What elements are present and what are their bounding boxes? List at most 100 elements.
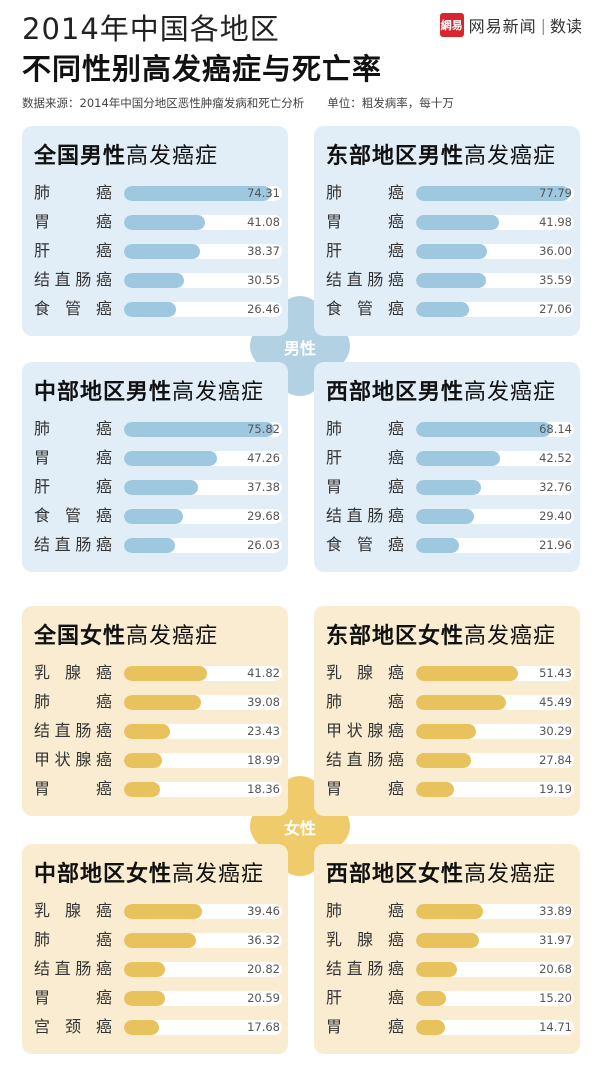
bar-row: 食管癌 29.68 (34, 505, 282, 527)
chart-title-rest: 高发癌症 (464, 380, 557, 405)
bar-track (416, 753, 574, 768)
netease-logo-icon: 網易 (439, 13, 464, 37)
bar (124, 695, 202, 710)
category-label: 胃癌 (34, 988, 112, 1007)
category-label: 甲状腺癌 (326, 721, 404, 740)
bar-track (124, 538, 282, 553)
bar (416, 753, 471, 768)
bar-row: 肺癌 33.89 (326, 900, 574, 922)
bar-track (416, 724, 574, 739)
bar-track (416, 422, 574, 437)
bar-row: 肺癌 68.14 (326, 418, 574, 440)
chart-title-bold: 中部地区男性 (34, 380, 173, 405)
bar-track (124, 991, 282, 1006)
bar-row: 结直肠癌 20.68 (326, 958, 574, 980)
value-label: 27.06 (539, 302, 572, 316)
value-label: 26.46 (247, 302, 280, 316)
bar-row: 乳腺癌 41.82 (34, 662, 282, 684)
bar-row: 乳腺癌 39.46 (34, 900, 282, 922)
bar (416, 273, 487, 288)
value-label: 74.31 (247, 186, 280, 200)
value-label: 37.38 (247, 480, 280, 494)
chart-title-rest: 高发癌症 (126, 144, 219, 169)
bar (124, 215, 206, 230)
value-label: 41.98 (539, 215, 572, 229)
bar (416, 302, 470, 317)
chart-title-bold: 西部地区女性 (326, 862, 465, 887)
bar-row: 肝癌 38.37 (34, 240, 282, 262)
category-label: 乳腺癌 (34, 901, 112, 920)
bar (416, 695, 506, 710)
category-label: 肝癌 (326, 988, 404, 1007)
bar-row: 胃癌 47.26 (34, 447, 282, 469)
bar (416, 782, 454, 797)
bar-track (124, 904, 282, 919)
chart-card-0: 全国男性高发癌症肺癌 74.31 胃癌 41.08 肝癌 38.37 结直肠癌 30.55 食管… (22, 126, 288, 336)
bar (124, 509, 183, 524)
bar-row: 食管癌 27.06 (326, 298, 574, 320)
category-label: 肺癌 (326, 901, 404, 920)
category-label: 胃癌 (326, 477, 404, 496)
title-line-2: 不同性别高发癌症与死亡率 (22, 52, 383, 86)
bar (416, 480, 481, 495)
bar-row: 胃癌 20.59 (34, 987, 282, 1009)
category-label: 肺癌 (34, 419, 112, 438)
bar-row: 乳腺癌 51.43 (326, 662, 574, 684)
bar-row: 肝癌 15.20 (326, 987, 574, 1009)
bar-track (416, 273, 574, 288)
bar (124, 904, 202, 919)
value-label: 75.82 (247, 422, 280, 436)
value-label: 17.68 (247, 1020, 280, 1034)
bar-row: 结直肠癌 26.03 (34, 534, 282, 556)
value-label: 45.49 (539, 695, 572, 709)
value-label: 23.43 (247, 724, 280, 738)
category-label: 结直肠癌 (34, 270, 112, 289)
chart-title-bold: 东部地区女性 (326, 624, 465, 649)
chart-title-bold: 西部地区男性 (326, 380, 465, 405)
bar-track (416, 782, 574, 797)
female-group-label: 女性 (283, 819, 316, 838)
bar (124, 186, 271, 201)
bar-track (416, 1020, 574, 1035)
bar (416, 991, 447, 1006)
bar (416, 451, 500, 466)
bar (124, 451, 218, 466)
bar-track (124, 186, 282, 201)
male-group-label: 男性 (283, 339, 316, 358)
category-label: 肝癌 (34, 241, 112, 260)
chart-title-bold: 全国女性 (34, 624, 127, 649)
value-label: 41.82 (247, 666, 280, 680)
value-label: 38.37 (247, 244, 280, 258)
logo-section: 数读 (549, 17, 582, 36)
bar-track (416, 904, 574, 919)
category-label: 肺癌 (34, 930, 112, 949)
bar-track (124, 302, 282, 317)
bar (124, 1020, 159, 1035)
bar (124, 782, 161, 797)
bar-row: 甲状腺癌 18.99 (34, 749, 282, 771)
value-label: 18.99 (247, 753, 280, 767)
bar-row: 肺癌 75.82 (34, 418, 282, 440)
bar (124, 933, 196, 948)
value-label: 33.89 (539, 904, 572, 918)
chart-title: 全国女性高发癌症 (34, 618, 218, 650)
category-label: 胃癌 (326, 1017, 404, 1036)
bar-track (124, 695, 282, 710)
value-label: 51.43 (539, 666, 572, 680)
bar-track (124, 244, 282, 259)
category-label: 结直肠癌 (326, 750, 404, 769)
bar (124, 302, 177, 317)
bar (416, 1020, 446, 1035)
category-label: 食管癌 (34, 506, 112, 525)
value-label: 47.26 (247, 451, 280, 465)
value-label: 30.29 (539, 724, 572, 738)
category-label: 结直肠癌 (326, 270, 404, 289)
bar-track (416, 962, 574, 977)
chart-title: 东部地区男性高发癌症 (326, 138, 556, 170)
bar-track (124, 422, 282, 437)
category-label: 宫颈癌 (34, 1017, 112, 1036)
bar (416, 724, 476, 739)
bar-row: 肺癌 39.08 (34, 691, 282, 713)
category-label: 肺癌 (326, 419, 404, 438)
category-label: 食管癌 (34, 299, 112, 318)
